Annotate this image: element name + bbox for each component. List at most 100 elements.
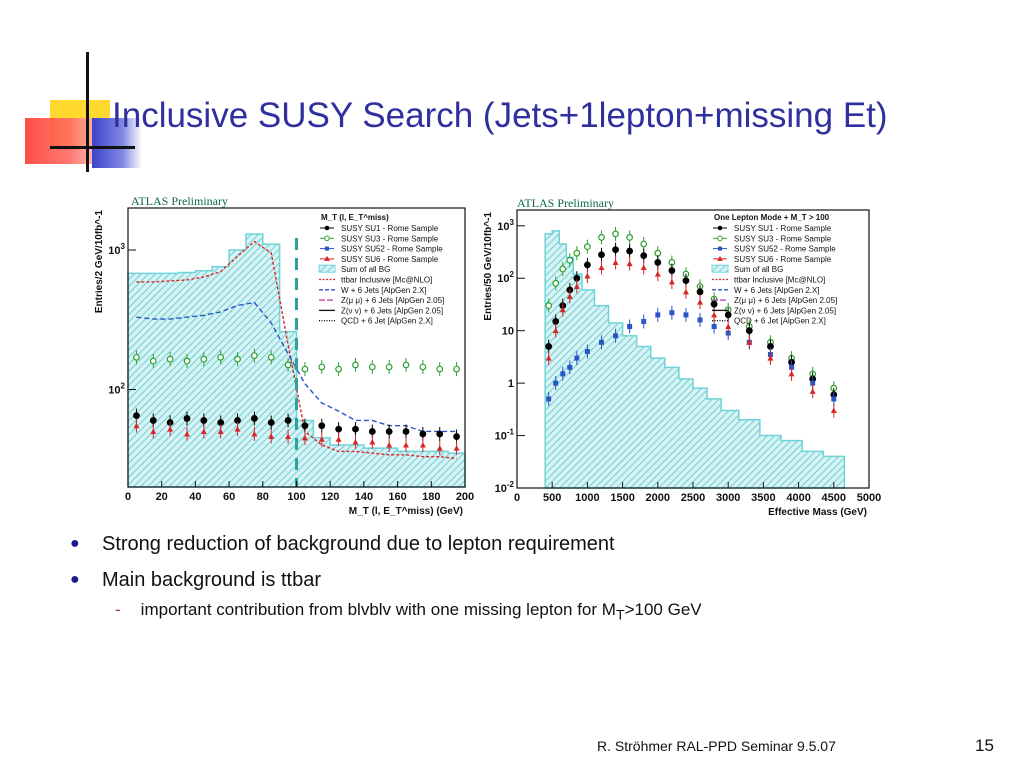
y-tick-label: 103 bbox=[108, 242, 125, 257]
su3-point bbox=[301, 365, 309, 373]
x-axis-label: M_T (l, E_T^miss) (GeV) bbox=[349, 506, 463, 517]
y-tick-label: 1 bbox=[508, 378, 514, 390]
su3-point bbox=[352, 361, 359, 369]
corner-decoration-blue bbox=[92, 118, 142, 168]
su1-point bbox=[682, 277, 690, 285]
su3-point bbox=[626, 234, 634, 241]
su1-point bbox=[668, 267, 676, 274]
legend: One Lepton Mode + M_T > 100 SUSY SU1 - Ro… bbox=[711, 213, 837, 326]
su52-point bbox=[598, 339, 604, 345]
su1-point bbox=[436, 430, 444, 438]
su52-point bbox=[560, 371, 566, 377]
legend-entry-label: SUSY SU52 - Rome Sample bbox=[341, 245, 443, 254]
legend-su52-marker bbox=[325, 246, 329, 251]
legend-entry-label: W + 6 Jets [AlpGen 2.X] bbox=[341, 286, 427, 295]
x-tick-label: 20 bbox=[156, 491, 168, 503]
su1-point bbox=[217, 419, 225, 426]
su6-point bbox=[711, 311, 718, 318]
su6-point bbox=[552, 327, 559, 334]
su3-point bbox=[217, 353, 225, 361]
legend-su6-marker bbox=[324, 255, 330, 261]
legend-entry-label: Sum of all BG bbox=[341, 265, 390, 274]
su3-point bbox=[267, 353, 275, 361]
page-number: 15 bbox=[975, 736, 994, 755]
su6-point bbox=[403, 442, 410, 448]
su6-point bbox=[335, 436, 342, 442]
bullet-item: ● Main background is ttbar bbox=[70, 566, 615, 602]
su6-point bbox=[436, 445, 443, 451]
su6-point bbox=[150, 428, 157, 434]
legend-su52-marker bbox=[718, 246, 722, 251]
su3-point bbox=[318, 363, 326, 371]
bullet-item: ● Strong reduction of background due to l… bbox=[70, 530, 615, 566]
legend-entry-label: SUSY SU52 - Rome Sample bbox=[734, 245, 836, 254]
su52-point bbox=[574, 355, 580, 361]
su52-point bbox=[711, 324, 717, 330]
legend-entry-label: SUSY SU6 - Rome Sample bbox=[341, 255, 439, 264]
mt-plot-svg: 0 20 40 60 80 100 120 140 160 180 200 102 103 M_T (l,… bbox=[95, 194, 474, 517]
su6-point bbox=[767, 355, 774, 361]
legend-su1-marker bbox=[717, 225, 723, 231]
su1-point bbox=[654, 259, 662, 266]
su3-point bbox=[402, 361, 410, 369]
su1-point bbox=[745, 327, 753, 335]
su6-point bbox=[167, 426, 174, 432]
x-tick-label: 120 bbox=[321, 491, 339, 503]
su1-point bbox=[301, 422, 309, 430]
legend-su6-marker bbox=[717, 255, 723, 261]
y-tick-label: 103 bbox=[497, 218, 514, 233]
bullet-list: ● Strong reduction of background due to l… bbox=[70, 530, 615, 602]
mt-distribution-plot: 0 20 40 60 80 100 120 140 160 180 200 102 103 M_T (l,… bbox=[95, 185, 480, 520]
su52-point bbox=[655, 312, 661, 318]
legend-entry-label: Z(ν ν) + 6 Jets [AlpGen 2.05] bbox=[734, 306, 836, 315]
su1-point bbox=[612, 246, 619, 254]
su6-point bbox=[183, 430, 190, 437]
x-tick-label: 0 bbox=[125, 491, 131, 503]
su6-point bbox=[268, 433, 275, 440]
legend-entry-label: Z(μ μ) + 6 Jets [AlpGen 2.05] bbox=[734, 296, 837, 305]
x-tick-label: 1000 bbox=[575, 492, 599, 504]
legend-su1-marker bbox=[324, 225, 330, 231]
x-tick-label: 100 bbox=[287, 491, 305, 503]
legend-header: One Lepton Mode + M_T > 100 bbox=[714, 213, 830, 222]
legend-entry-label: SUSY SU6 - Rome Sample bbox=[734, 255, 832, 264]
su3-point bbox=[583, 243, 591, 251]
su1-point bbox=[385, 428, 393, 435]
legend-sum-bg-swatch bbox=[318, 264, 336, 273]
y-tick-label: 10 bbox=[502, 326, 514, 338]
x-tick-label: 2500 bbox=[681, 492, 705, 504]
x-tick-label: 60 bbox=[223, 491, 235, 503]
su3-point bbox=[166, 355, 174, 363]
sub-bullet-subscript: T bbox=[615, 607, 625, 624]
su3-point bbox=[559, 265, 567, 273]
su6-point bbox=[453, 445, 460, 451]
su52-point bbox=[553, 380, 559, 386]
legend-entry-label: Z(μ μ) + 6 Jets [AlpGen 2.05] bbox=[341, 296, 444, 305]
su1-point bbox=[368, 428, 376, 435]
legend-header: M_T (l, E_T^miss) bbox=[321, 213, 389, 222]
x-tick-label: 80 bbox=[257, 491, 269, 503]
su52-point bbox=[546, 396, 552, 402]
su1-point bbox=[284, 417, 292, 424]
su6-point bbox=[200, 428, 207, 434]
su1-point bbox=[250, 415, 258, 422]
su3-point bbox=[419, 363, 427, 371]
su1-point bbox=[335, 425, 343, 433]
su1-point bbox=[133, 412, 140, 419]
su6-point bbox=[830, 407, 837, 414]
legend-su3-marker bbox=[324, 235, 330, 242]
y-tick-label: 102 bbox=[108, 381, 125, 396]
su3-point bbox=[335, 365, 343, 373]
su3-point bbox=[654, 249, 662, 257]
su6-point bbox=[788, 370, 795, 377]
su6-point bbox=[234, 426, 241, 432]
su6-point bbox=[318, 436, 325, 442]
bullet-text: Main background is ttbar bbox=[102, 569, 322, 591]
su3-point bbox=[545, 302, 553, 310]
su3-point bbox=[250, 352, 258, 359]
su3-point bbox=[133, 353, 140, 361]
su1-point bbox=[419, 430, 427, 438]
x-tick-label: 200 bbox=[456, 491, 474, 503]
su3-point bbox=[453, 365, 460, 373]
x-tick-label: 500 bbox=[543, 492, 561, 504]
